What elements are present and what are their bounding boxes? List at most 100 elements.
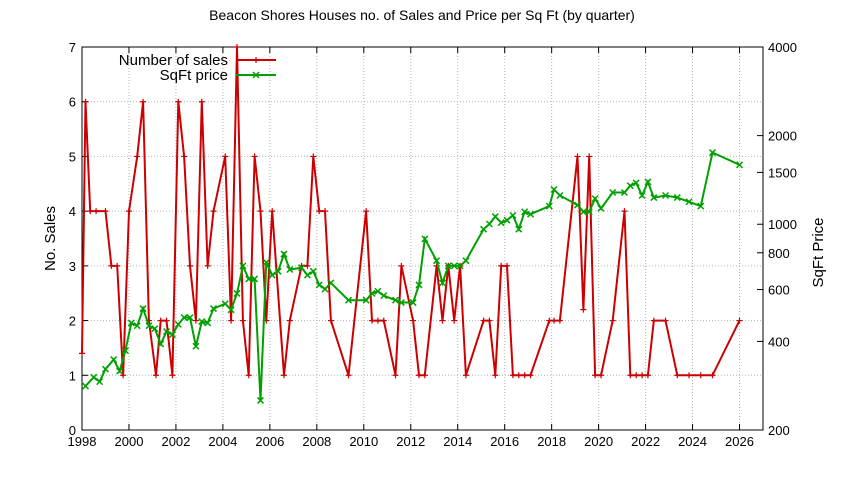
data-point — [609, 188, 617, 197]
data-point — [421, 235, 429, 243]
data-point — [151, 325, 159, 333]
data-point — [438, 279, 446, 287]
data-point — [685, 198, 693, 206]
data-point — [586, 153, 593, 160]
data-point — [245, 372, 252, 379]
data-point — [632, 179, 640, 187]
y2-axis-label: SqFt Price — [810, 217, 827, 287]
data-point — [650, 317, 657, 324]
x-tick-label: 2004 — [208, 434, 237, 449]
series-line — [84, 151, 740, 401]
data-point — [93, 208, 100, 215]
data-point — [735, 161, 744, 169]
data-point — [180, 314, 188, 322]
data-point — [686, 372, 693, 379]
data-point — [380, 292, 388, 300]
data-point — [545, 202, 553, 210]
data-point — [556, 317, 563, 324]
data-point — [163, 317, 170, 324]
data-point — [274, 267, 282, 275]
data-point — [256, 396, 264, 404]
data-point — [286, 317, 293, 324]
y2-tick-label: 400 — [768, 334, 790, 349]
y-tick-label: 5 — [69, 149, 76, 164]
data-point — [321, 285, 329, 293]
data-point — [592, 372, 599, 379]
y2-tick-label: 2000 — [768, 129, 797, 144]
data-point — [456, 262, 464, 270]
data-point — [251, 275, 259, 283]
data-point — [163, 328, 171, 336]
data-point — [222, 153, 229, 160]
data-point — [673, 194, 681, 202]
data-point — [233, 44, 240, 50]
y-tick-label: 1 — [69, 368, 76, 383]
data-point — [697, 202, 705, 210]
data-point — [186, 314, 194, 322]
data-point — [644, 372, 651, 379]
data-point — [527, 372, 534, 379]
x-tick-label: 2020 — [584, 434, 613, 449]
data-point — [268, 271, 276, 279]
data-point — [439, 317, 446, 324]
data-point — [309, 267, 317, 275]
y2-tick-label: 1500 — [768, 165, 797, 180]
data-point — [368, 289, 376, 297]
data-point — [521, 372, 528, 379]
data-point — [580, 306, 587, 313]
data-point — [621, 208, 628, 215]
data-point — [198, 318, 206, 326]
data-point — [101, 365, 110, 373]
tick-marks — [81, 46, 763, 431]
data-point — [81, 382, 90, 390]
data-point — [96, 378, 104, 386]
x-tick-label: 2002 — [161, 434, 190, 449]
chart-title: Beacon Shores Houses no. of Sales and Pr… — [209, 7, 635, 23]
data-point — [697, 372, 704, 379]
data-point — [409, 299, 417, 307]
data-point — [210, 208, 217, 215]
data-point — [480, 225, 488, 233]
data-point — [310, 153, 317, 160]
data-point — [639, 372, 646, 379]
data-point — [662, 317, 669, 324]
data-point — [344, 296, 353, 304]
data-point — [462, 257, 470, 265]
y-tick-label: 7 — [69, 40, 76, 55]
data-point — [644, 178, 652, 186]
data-point — [498, 262, 505, 269]
data-point — [526, 210, 535, 218]
plot-frame — [81, 46, 764, 431]
data-point — [181, 153, 188, 160]
data-point — [286, 265, 294, 274]
data-point — [492, 372, 499, 379]
data-point — [134, 153, 141, 160]
data-point — [102, 208, 109, 215]
data-point — [579, 208, 587, 216]
data-point — [82, 98, 89, 105]
data-point — [709, 372, 716, 379]
data-point — [239, 262, 247, 270]
data-point — [591, 195, 599, 203]
data-point — [110, 356, 118, 364]
data-point — [120, 372, 127, 379]
y2-tick-label: 4000 — [768, 40, 797, 55]
data-point — [322, 208, 329, 215]
data-point — [380, 317, 387, 324]
data-point — [192, 317, 199, 324]
data-point — [504, 262, 511, 269]
data-point — [315, 281, 323, 289]
data-point — [251, 153, 258, 160]
data-point — [708, 149, 717, 157]
data-point — [638, 191, 646, 200]
legend-marker — [253, 57, 259, 63]
y2-tick-label: 600 — [768, 283, 790, 298]
data-point — [391, 296, 400, 304]
data-point — [204, 262, 211, 269]
x-tick-label: 2010 — [349, 434, 378, 449]
data-point — [157, 317, 164, 324]
data-point — [433, 257, 441, 265]
data-point — [327, 279, 335, 287]
data-point — [633, 372, 640, 379]
